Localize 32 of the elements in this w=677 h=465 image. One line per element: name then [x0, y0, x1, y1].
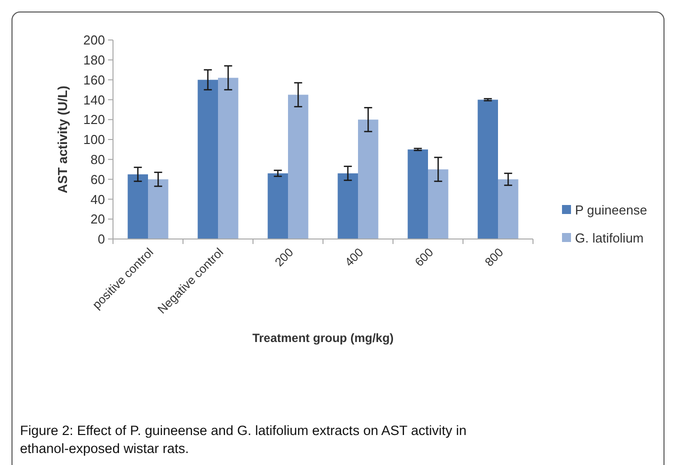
- y-tick-label: 60: [90, 172, 105, 187]
- bar: [268, 173, 288, 239]
- y-tick-label: 200: [83, 32, 105, 48]
- x-tick-label: 800: [482, 245, 506, 270]
- bar: [428, 169, 448, 239]
- x-tick-label: 600: [412, 245, 436, 270]
- bar: [218, 78, 238, 239]
- legend-label: P guineense: [575, 202, 648, 218]
- y-axis-title: AST activity (U/L): [55, 86, 70, 194]
- y-tick-label: 140: [83, 92, 105, 108]
- bar: [498, 179, 518, 239]
- bar: [338, 173, 358, 239]
- bar: [288, 94, 308, 239]
- bar: [358, 120, 378, 239]
- bar: [128, 174, 148, 239]
- y-tick-label: 40: [90, 192, 105, 207]
- y-tick-label: 80: [90, 152, 105, 167]
- y-tick-label: 0: [98, 232, 105, 247]
- x-tick-label: 200: [272, 245, 296, 270]
- bar: [478, 100, 498, 239]
- y-tick-label: 180: [83, 52, 105, 68]
- x-tick-label: 400: [342, 245, 366, 270]
- y-tick-label: 160: [83, 72, 105, 88]
- y-tick-label: 20: [90, 212, 105, 227]
- bar: [148, 179, 168, 239]
- caption: Figure 2: Effect of P. guineense and G. latifolium extracts on AST activity in ethanol-exposed wistar rats.: [20, 423, 466, 456]
- bar: [198, 80, 218, 239]
- y-tick-label: 100: [83, 132, 105, 148]
- bar: [408, 149, 428, 239]
- x-axis-title: Treatment group (mg/kg): [252, 331, 394, 345]
- legend-label: G. latifolium: [575, 230, 644, 246]
- y-tick-label: 120: [83, 112, 105, 128]
